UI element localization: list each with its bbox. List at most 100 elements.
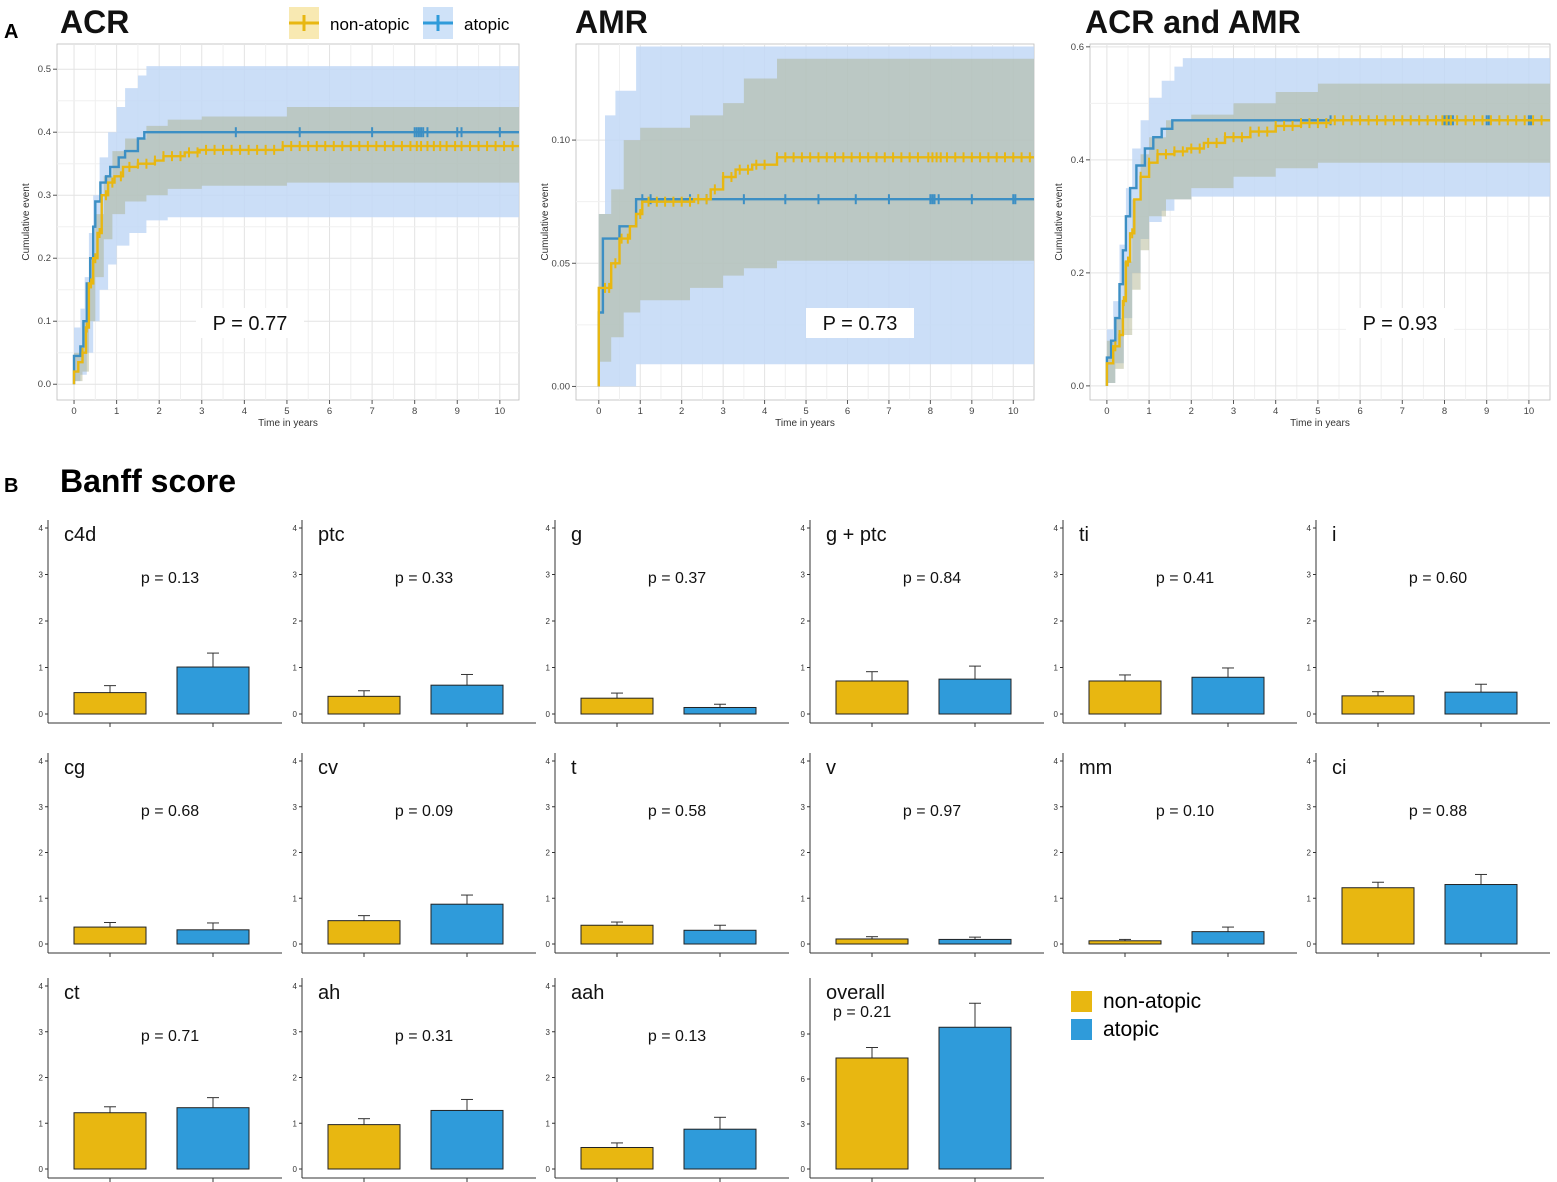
pvalue-label: P = 0.93 [1363,313,1438,335]
y-tick-label: 4 [293,524,298,533]
bar-non-atopic [327,920,401,945]
y-tick-label: 0.3 [38,190,51,201]
y-tick-label: 0 [1307,710,1312,719]
series-line-non-atopic [72,144,519,385]
y-tick-label: 4 [293,757,298,766]
y-tick-label: 2 [1307,617,1312,626]
bar-chart-cv: 0 1 2 3 4 cv p = 0.09 [293,753,536,957]
bar-chart-ci: 0 1 2 3 4 ci p = 0.88 [1307,753,1550,957]
x-tick-label: 4 [762,406,767,417]
series-line-non-atopic [597,156,1034,387]
y-tick-label: 4 [546,524,551,533]
y-tick-label: 2 [546,617,551,626]
y-tick-label: 0 [293,940,298,949]
x-axis-label: Time in years [258,418,318,429]
y-tick-label: 0.00 [552,381,571,392]
y-tick-label: 0 [1054,710,1059,719]
x-tick-label: 9 [1484,406,1489,417]
y-tick-label: 6 [801,1075,806,1084]
bar-non-atopic [580,1146,654,1170]
panel-label-b: B [4,475,18,497]
y-tick-label: 0.1 [38,316,51,327]
x-tick-label: 6 [1357,406,1362,417]
y-tick-label: 2 [293,849,298,858]
chart-title: ACR and AMR [1085,4,1301,40]
x-tick-label: 10 [1524,406,1535,417]
bar-atopic [1191,931,1265,945]
bar-atopic [683,1128,757,1170]
chart-title: AMR [575,4,648,40]
y-tick-label: 3 [546,1028,551,1037]
x-tick-label: 10 [495,406,506,417]
y-tick-label: 4 [39,524,44,533]
bar-chart-mm: 0 1 2 3 4 mm p = 0.10 [1054,753,1297,957]
pvalue-box [196,308,304,338]
pvalue-label: p = 0.09 [395,803,453,820]
band-non-atopic [74,107,519,385]
panel-title: ah [318,982,340,1004]
y-tick-label: 2 [801,849,806,858]
x-tick-label: 8 [1442,406,1447,417]
y-tick-label: 0.2 [38,253,51,264]
panel-title: ct [64,982,80,1004]
bar-non-atopic [580,924,654,945]
km-legend-atopic-label: atopic [464,15,510,34]
x-tick-label: 1 [114,406,119,417]
x-tick-label: 7 [1400,406,1405,417]
bar-atopic [938,1026,1012,1170]
panel-label-a: A [4,21,18,43]
pvalue-label: p = 0.10 [1156,803,1214,820]
y-tick-label: 4 [1307,757,1312,766]
band-non-atopic [1106,83,1550,386]
x-tick-label: 7 [886,406,891,417]
x-tick-label: 5 [284,406,289,417]
pvalue-label: p = 0.88 [1409,803,1467,820]
y-tick-label: 3 [293,571,298,580]
bar-non-atopic [835,680,909,715]
y-tick-label: 4 [546,757,551,766]
bar-non-atopic [73,926,147,945]
x-tick-label: 0 [1104,406,1109,417]
y-tick-label: 0 [1307,940,1312,949]
km-chart-acr_amr: 0 1 2 3 4 5 6 7 8 9 10 0.0 0.2 0.4 0.6 Time in years Cum… [1054,4,1551,429]
y-tick-label: 1 [801,894,806,903]
series-line-non-atopic [1105,119,1550,386]
y-tick-label: 2 [1054,849,1059,858]
y-tick-label: 3 [293,803,298,812]
y-tick-label: 4 [39,757,44,766]
y-tick-label: 0 [546,1165,551,1174]
y-tick-label: 0.0 [1071,381,1084,392]
x-tick-label: 0 [71,406,76,417]
x-tick-label: 8 [928,406,933,417]
y-tick-label: 4 [801,524,806,533]
y-tick-label: 2 [546,1074,551,1083]
km-legend: non-atopic atopic [289,7,510,39]
y-tick-label: 1 [546,664,551,673]
x-tick-label: 3 [199,406,204,417]
bar-chart-cg: 0 1 2 3 4 cg p = 0.68 [39,753,282,957]
y-tick-label: 1 [39,664,44,673]
y-tick-label: 4 [1307,524,1312,533]
bar-chart-v: 0 1 2 3 4 v p = 0.97 [801,753,1044,957]
y-tick-label: 1 [293,894,298,903]
y-tick-label: 0.05 [552,258,571,269]
bar-atopic [1444,884,1518,945]
y-tick-label: 3 [1054,803,1059,812]
y-tick-label: 2 [39,617,44,626]
bar-chart-g: 0 1 2 3 4 g p = 0.37 [546,520,789,727]
y-tick-label: 1 [293,1119,298,1128]
y-tick-label: 1 [39,1119,44,1128]
panel-title: aah [571,982,604,1004]
y-tick-label: 2 [1307,849,1312,858]
pvalue-label: p = 0.84 [903,570,961,587]
pvalue-label: p = 0.33 [395,570,453,587]
y-tick-label: 1 [1054,894,1059,903]
bar-non-atopic [1088,940,1162,945]
y-tick-label: 1 [39,894,44,903]
y-tick-label: 1 [801,664,806,673]
y-tick-label: 3 [801,803,806,812]
bar-atopic [176,929,250,945]
x-axis-label: Time in years [775,418,835,429]
x-tick-label: 0 [596,406,601,417]
